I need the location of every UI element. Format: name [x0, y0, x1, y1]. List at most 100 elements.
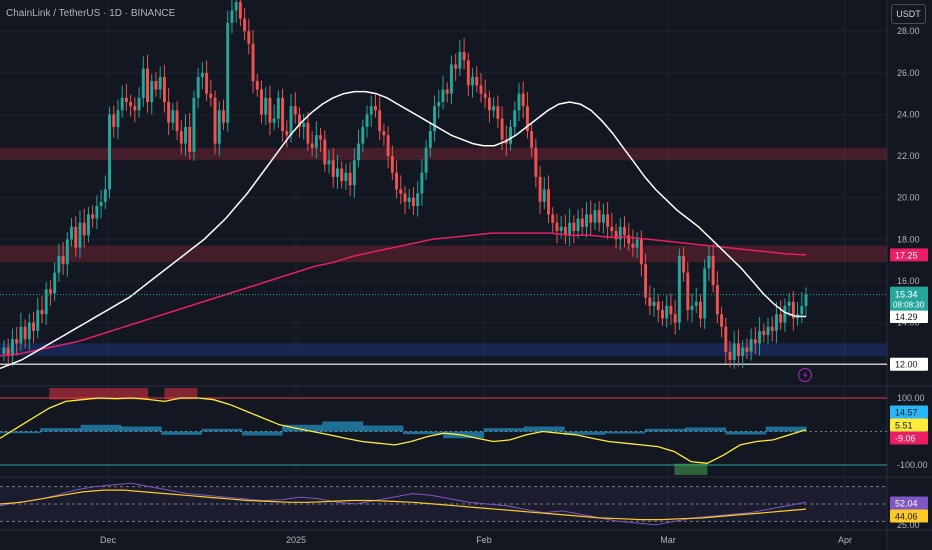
candle-body: [576, 218, 580, 231]
candle-body: [420, 172, 424, 194]
candle-body: [593, 210, 597, 223]
osc-histogram-bar: [0, 431, 41, 434]
candle-body: [656, 301, 660, 311]
osc-histogram-bar: [483, 428, 525, 432]
price-tick-label: 18.00: [897, 234, 920, 244]
candle-body: [175, 110, 179, 132]
candle-body: [44, 289, 48, 315]
price-tick-label: 22.00: [897, 151, 920, 161]
candle-body: [293, 106, 297, 115]
candle-body: [606, 214, 610, 227]
price-tick-label: 24.00: [897, 109, 920, 119]
osc-tick-label: -100.00: [897, 460, 928, 470]
candle-body: [673, 314, 677, 323]
candle-body: [268, 97, 272, 123]
osc-value-0-bg: [890, 405, 928, 419]
candle-body: [661, 310, 664, 319]
candle-body: [264, 97, 268, 115]
candle-body: [787, 301, 791, 306]
last-price-label: 15.34: [895, 290, 918, 300]
candle-body: [40, 310, 44, 315]
candle-body: [196, 77, 200, 98]
candle-body: [711, 255, 715, 286]
candle-body: [483, 93, 487, 98]
candle-body: [779, 314, 783, 323]
candle-body: [230, 10, 234, 23]
candle-body: [454, 64, 458, 69]
candle-body: [496, 106, 500, 119]
candle-body: [580, 218, 584, 227]
currency-button[interactable]: USDT: [891, 4, 926, 24]
osc-signal-line: [0, 397, 807, 464]
candle-body: [65, 239, 69, 265]
candle-body: [327, 160, 331, 165]
candle-body: [137, 97, 141, 111]
time-tick-label: Feb: [476, 535, 492, 545]
candle-body: [10, 339, 14, 356]
sma-long-line: [0, 232, 807, 357]
candle-body: [36, 310, 40, 331]
candle-body: [361, 126, 365, 144]
candle-body: [289, 106, 293, 136]
candle-body: [247, 31, 251, 44]
candle-body: [276, 97, 280, 119]
candle-body: [82, 222, 86, 236]
candle-body: [281, 97, 285, 132]
candle-body: [234, 2, 238, 11]
osc-histogram-bar: [322, 421, 364, 432]
osc-histogram-bar: [403, 431, 444, 435]
candle-body: [766, 326, 770, 336]
candle-body: [61, 255, 65, 265]
time-tick-label: 2025: [286, 535, 306, 545]
zone-resistance-high: [0, 147, 887, 161]
candle-body: [154, 81, 158, 90]
candle-body: [399, 189, 403, 194]
candle-body: [623, 226, 626, 236]
candle-body: [462, 52, 466, 61]
candle-body: [74, 226, 78, 248]
candle-body: [677, 255, 681, 323]
price-label-14-29-bg: [890, 310, 928, 324]
candle-body: [551, 214, 555, 223]
candle-body: [378, 110, 382, 132]
candle-body: [559, 226, 563, 231]
candle-body: [601, 214, 605, 223]
candle-body: [525, 106, 529, 132]
candle-body: [631, 243, 635, 248]
candle-body: [568, 222, 572, 236]
candle-body: [108, 114, 111, 190]
rsi-line: [0, 482, 807, 526]
candle-body: [243, 18, 247, 32]
candle-body: [682, 255, 686, 273]
candle-body: [572, 222, 576, 231]
candle-body: [513, 110, 517, 127]
candle-body: [703, 268, 707, 319]
candle-body: [652, 301, 656, 306]
candle-body: [458, 52, 462, 69]
candle-body: [217, 110, 221, 144]
osc-tick-label: 100.00: [897, 393, 925, 403]
lightning-icon: [797, 367, 813, 383]
candle-body: [471, 77, 475, 86]
candle-body: [352, 160, 356, 186]
candle-body: [91, 214, 95, 219]
candle-body: [86, 214, 90, 236]
candle-body: [95, 206, 99, 219]
oversold-block: [674, 463, 708, 475]
candle-body: [589, 214, 593, 223]
candle-body: [116, 110, 120, 127]
candle-body: [466, 60, 470, 86]
candle-body: [648, 297, 652, 306]
time-tick-label: Apr: [838, 535, 852, 545]
candle-body: [310, 143, 314, 148]
candle-body: [395, 172, 399, 190]
candle-body: [57, 255, 61, 273]
candle-body: [783, 305, 787, 323]
candle-body: [614, 231, 618, 240]
osc-histogram-bar: [604, 431, 646, 434]
price-label-12-00: 12.00: [895, 360, 918, 370]
candle-body: [373, 106, 377, 111]
candle-body: [770, 326, 774, 331]
candle-body: [386, 135, 390, 157]
